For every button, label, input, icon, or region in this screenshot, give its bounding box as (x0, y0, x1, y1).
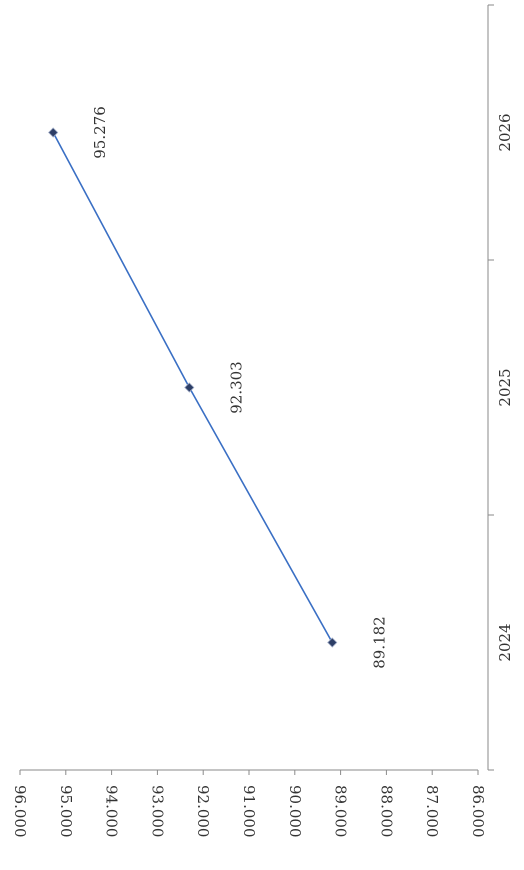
data-label: 95.276 (91, 106, 109, 158)
value-tick-label: 94.000 (103, 785, 121, 838)
category-axis-ticks: 2024 2025 2026 (488, 4, 514, 771)
data-label: 89.182 (370, 616, 388, 669)
category-tick-label: 2024 (496, 623, 514, 661)
value-axis-ticks: 86.000 87.000 88.000 89.000 90.000 91.000 92.0… (11, 770, 487, 838)
value-tick-label: 88.000 (377, 785, 395, 838)
series-marker (184, 382, 195, 393)
value-tick-label: 92.000 (194, 785, 212, 838)
value-tick-label: 89.000 (332, 785, 350, 838)
value-tick-label: 93.000 (148, 785, 166, 838)
data-labels: 89.182 92.303 95.276 (91, 106, 388, 669)
value-tick-label: 95.000 (57, 785, 75, 838)
value-tick-label: 96.000 (11, 785, 29, 838)
value-tick-label: 87.000 (423, 785, 441, 838)
category-tick-label: 2025 (496, 368, 514, 406)
series-marker (48, 127, 59, 138)
series-group (48, 127, 338, 648)
data-label: 92.303 (227, 361, 245, 414)
value-tick-label: 86.000 (469, 785, 487, 838)
category-tick-label: 2026 (496, 113, 514, 151)
series-marker (327, 637, 338, 648)
value-tick-label: 90.000 (286, 785, 304, 838)
value-tick-label: 91.000 (240, 785, 258, 838)
